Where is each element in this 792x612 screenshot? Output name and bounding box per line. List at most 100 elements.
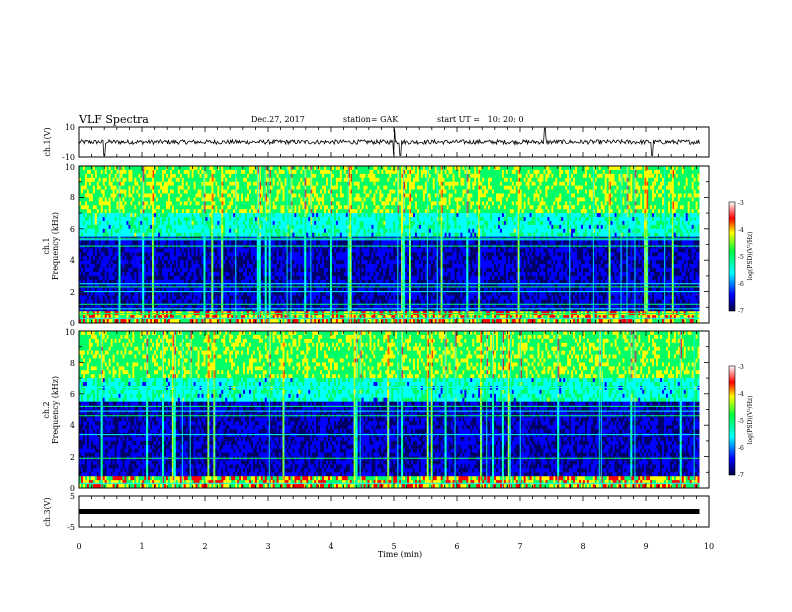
spectrogram-cell — [160, 177, 163, 182]
spectrogram-cell — [312, 307, 315, 312]
spectrogram-cell — [175, 193, 179, 198]
spectrogram-cell — [270, 169, 273, 175]
spectrogram-cell — [233, 256, 236, 261]
spectrogram-cell — [308, 197, 311, 202]
spectrogram-cell — [205, 307, 208, 312]
spectrogram-cell — [126, 303, 129, 308]
spectrogram-cell — [246, 177, 250, 182]
spectrogram-cell — [140, 315, 143, 320]
spectrogram-cell — [110, 228, 113, 234]
spectrogram-cell — [80, 283, 84, 288]
spectrogram-cell — [179, 275, 183, 281]
spectrogram-cell — [94, 166, 98, 171]
spectrogram-cell — [302, 209, 305, 214]
spectrogram-cell — [209, 283, 212, 288]
spectrogram-cell — [96, 228, 100, 234]
spectrogram-cell — [284, 201, 287, 206]
spectrogram-cell — [150, 181, 153, 186]
spectrogram-cell — [246, 291, 250, 296]
spectrogram-cell — [191, 268, 194, 273]
spectrogram-cell — [126, 169, 129, 175]
spectrogram-cell — [167, 185, 171, 190]
spectrogram-cell — [126, 209, 129, 214]
spectrogram-cell — [280, 217, 283, 222]
spectrogram-cell — [223, 173, 226, 179]
spectrogram-cell — [165, 291, 169, 296]
spectrogram-cell — [199, 213, 202, 218]
spectrogram-cell — [316, 177, 319, 182]
spectrogram-cell — [272, 256, 275, 261]
spectrogram-cell — [241, 201, 244, 206]
spectrogram-cell — [126, 224, 129, 230]
spectrogram-cell — [193, 209, 196, 214]
spectrogram-cell — [219, 228, 222, 234]
spectrogram-cell — [205, 201, 208, 206]
spectrogram-cell — [102, 279, 105, 285]
spectrogram-cell — [96, 209, 100, 214]
spectrogram-cell — [223, 264, 226, 269]
spectrogram-cell — [90, 283, 94, 288]
spectrogram-cell — [215, 173, 218, 179]
spectrogram-cell — [94, 228, 98, 234]
spectrogram-cell — [262, 193, 266, 198]
spectrogram-cell — [183, 268, 187, 273]
spectrogram-cell — [162, 279, 165, 285]
spectrogram-cell — [239, 185, 242, 190]
spectrogram-cell — [298, 173, 301, 179]
spectrogram-cell — [90, 169, 94, 175]
spectrogram-cell — [173, 173, 177, 179]
spectrogram-cell — [250, 252, 254, 257]
spectrogram-cell — [183, 307, 187, 312]
spectrogram-cell — [205, 260, 208, 265]
spectrogram-cell — [306, 209, 309, 214]
spectrogram-cell — [195, 315, 198, 320]
spectrogram-cell — [266, 315, 270, 320]
spectrogram-cell — [233, 295, 236, 300]
spectrogram-cell — [98, 264, 102, 269]
spectrogram-cell — [278, 260, 281, 265]
spectrogram-cell — [92, 166, 96, 171]
spectrogram-cell — [86, 205, 90, 210]
spectrogram-cell — [160, 299, 163, 304]
spectrogram-cell — [148, 271, 151, 277]
spectrogram-cell — [106, 220, 109, 226]
spectrogram-cell — [312, 181, 315, 186]
spectrogram-cell — [227, 224, 230, 230]
spectrogram-cell — [215, 264, 218, 269]
spectrogram-cell — [84, 240, 88, 245]
spectrogram-cell — [92, 244, 96, 249]
spectrogram-cell — [248, 299, 252, 304]
spectrogram-cell — [100, 248, 104, 253]
spectrogram-cell — [177, 260, 181, 265]
spectrogram-cell — [237, 283, 240, 288]
spectrogram-cell — [187, 224, 190, 230]
spectrogram-cell — [296, 173, 299, 179]
spectrogram-cell — [316, 260, 319, 265]
spectrogram-cell — [209, 169, 212, 175]
spectrogram-cell — [266, 291, 270, 296]
spectrogram-cell — [114, 185, 117, 190]
spectrogram-cell — [292, 213, 295, 218]
spectrogram-cell — [306, 295, 309, 300]
spectrogram-cell — [124, 299, 127, 304]
spectrogram-cell — [92, 291, 96, 296]
spectrogram-cell — [94, 236, 98, 241]
spectrogram-cell — [167, 197, 171, 202]
spectrogram-cell — [128, 169, 131, 175]
spectrogram-cell — [148, 228, 151, 234]
spectrogram-cell — [195, 209, 198, 214]
spectrogram-cell — [272, 220, 275, 226]
spectrogram-cell — [201, 319, 204, 324]
spectrogram-cell — [120, 319, 123, 324]
spectrogram-cell — [288, 264, 291, 269]
spectrogram-cell — [108, 236, 111, 241]
spectrogram-cell — [207, 201, 210, 206]
ch1-ytick-top: 10 — [65, 123, 75, 132]
spectrogram-cell — [300, 209, 303, 214]
spectrogram-cell — [132, 193, 135, 198]
spectrogram-cell — [169, 307, 173, 312]
spectrogram-cell — [181, 283, 185, 288]
spectrogram-cell — [278, 189, 281, 194]
spectrogram-cell — [146, 319, 149, 324]
spectrogram-cell — [112, 248, 115, 253]
